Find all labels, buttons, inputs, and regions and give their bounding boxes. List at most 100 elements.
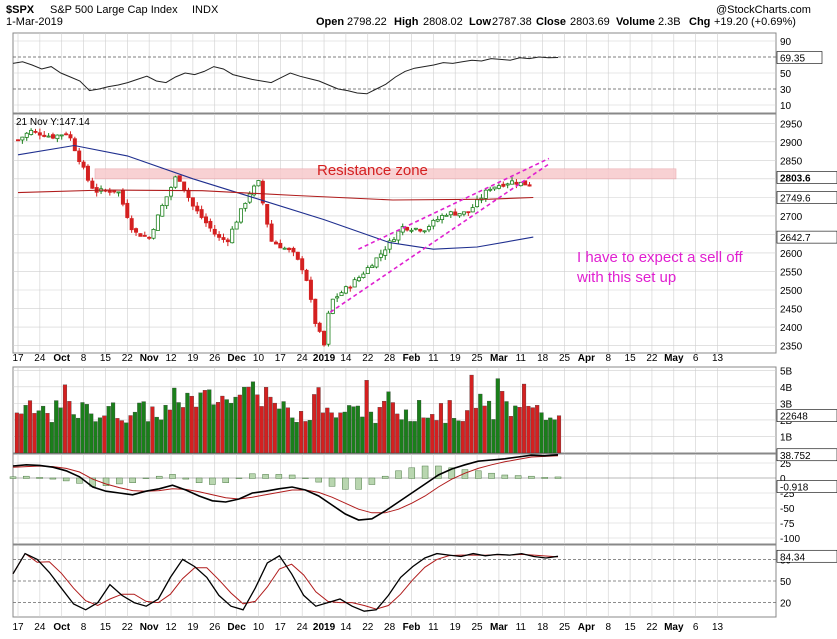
volume-bar <box>329 412 334 454</box>
macd-tick-label: 0 <box>780 474 786 485</box>
volume-bar <box>14 412 19 454</box>
volume-bar <box>211 404 216 454</box>
volume-bar <box>522 383 527 454</box>
x-axis-label: 25 <box>471 353 483 364</box>
candle-up <box>230 228 235 244</box>
candle-down <box>42 134 47 137</box>
volume-bar <box>360 416 365 454</box>
macd-histogram-bar <box>9 476 17 479</box>
volume-bar <box>342 411 347 454</box>
volume-bar <box>390 402 395 454</box>
panel-frames <box>12 32 777 618</box>
candle-up <box>510 180 515 185</box>
volume-bar <box>456 420 461 454</box>
x-axis-label: Oct <box>53 353 70 364</box>
candle-down <box>291 247 296 253</box>
macd-histogram-bar <box>474 470 482 479</box>
x-axis-label: 15 <box>100 353 112 364</box>
x-axis-label: 6 <box>693 353 699 364</box>
macd-histogram-bar <box>514 475 522 479</box>
volume-bar <box>23 405 28 454</box>
volume-bar <box>382 400 387 454</box>
macd-tag: 38.752 <box>780 451 811 462</box>
candle-up <box>330 298 335 314</box>
candle-up <box>488 188 493 191</box>
candle-down <box>107 190 112 193</box>
x-axis-label: 28 <box>384 622 396 633</box>
volume-panel: 5B4B3B2B1B22648 <box>13 366 837 454</box>
volume-bar <box>399 419 404 454</box>
volume-bar <box>347 405 352 454</box>
x-axis-label: 24 <box>34 622 46 633</box>
volume-bar <box>447 400 452 454</box>
volume-bar <box>526 405 531 454</box>
candle-down <box>37 132 42 136</box>
volume-bar <box>259 406 264 454</box>
volume-bar <box>119 420 124 454</box>
volume-bar <box>508 416 513 454</box>
x-axis: 17 24 Oct 8 15 22 Nov 12 19 26 Dec 10 17 24 2019 14 22 28… <box>12 353 723 633</box>
volume-bar <box>176 402 181 454</box>
candle-up <box>247 193 252 203</box>
x-axis-label: 14 <box>340 622 352 633</box>
macd-histogram-bar <box>262 474 269 479</box>
volume-bar <box>207 389 212 454</box>
volume-tick-label: 1B <box>780 432 793 443</box>
candle-down <box>313 298 318 324</box>
macd-histogram-bar <box>328 477 336 487</box>
candle-up <box>440 215 445 221</box>
volume-bar <box>338 412 343 454</box>
close-label: Close <box>536 16 566 28</box>
volume-bar <box>194 406 199 454</box>
x-axis-label: May <box>664 622 684 633</box>
volume-tag-box <box>776 409 837 422</box>
volume-bar <box>438 403 444 454</box>
macd-histogram-bar <box>448 467 455 479</box>
volume-bar <box>180 407 186 454</box>
volume-bar <box>58 407 63 454</box>
volume-bar <box>84 404 89 454</box>
macd-histogram-bar <box>142 477 150 479</box>
volume-bar <box>233 396 238 454</box>
candle-down <box>514 181 519 185</box>
comment-line-1: I have to expect a sell off <box>577 249 743 266</box>
macd-histogram-bar <box>155 475 163 479</box>
candle-down <box>348 286 353 289</box>
volume-bar <box>417 400 422 454</box>
candle-up <box>391 239 396 242</box>
macd-histogram-bar <box>235 477 243 479</box>
volume-bar <box>71 414 76 454</box>
volume-bar <box>255 394 260 454</box>
date-label: 1-Mar-2019 <box>6 16 63 28</box>
macd-histogram-bar <box>209 477 216 485</box>
macd-histogram-bar <box>36 477 43 479</box>
candle-down <box>81 161 86 168</box>
candle-up <box>343 286 348 294</box>
candle-down <box>273 241 278 245</box>
candle-up <box>339 292 344 297</box>
close-value: 2803.69 <box>570 16 610 28</box>
volume-bar <box>303 421 308 454</box>
macd-histogram-bar <box>342 477 349 490</box>
macd-histogram-bar <box>49 477 57 480</box>
x-axis-label: 15 <box>625 622 637 633</box>
rsi-tick-label: 10 <box>780 101 792 112</box>
volume-bar <box>97 417 102 454</box>
volume-tick-label: 4B <box>780 383 793 394</box>
volume-bar <box>487 400 492 454</box>
candle-down <box>138 233 143 237</box>
volume-bar <box>137 402 142 454</box>
macd-histogram-bar <box>23 475 30 479</box>
candle-up <box>352 279 357 288</box>
candle-down <box>90 180 95 189</box>
candle-down <box>112 190 117 193</box>
candle-up <box>256 180 261 187</box>
candle-up <box>234 221 239 230</box>
price-tick-label: 2400 <box>780 323 803 334</box>
candle-up <box>492 186 497 190</box>
exchange-label: INDX <box>192 4 219 16</box>
candle-up <box>435 219 440 222</box>
x-axis-label: 14 <box>340 353 352 364</box>
stoch-k-line <box>12 552 559 612</box>
x-axis-label: 6 <box>693 622 699 633</box>
